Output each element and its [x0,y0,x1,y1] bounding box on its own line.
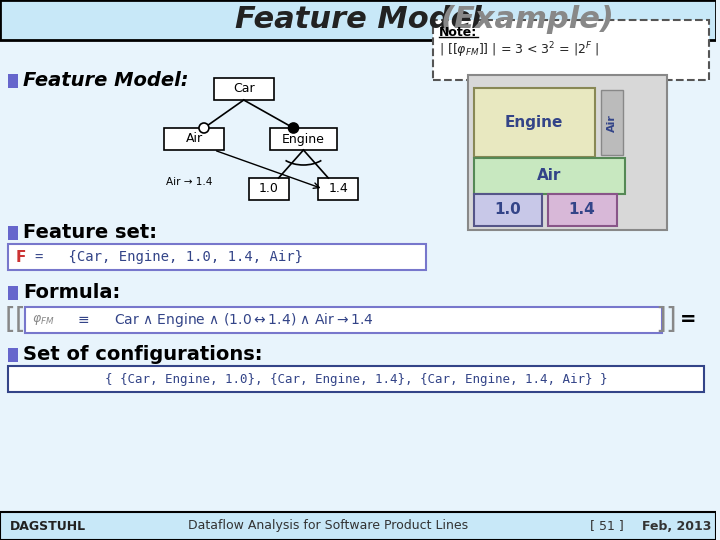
Text: (Example): (Example) [441,5,614,35]
FancyBboxPatch shape [433,20,709,80]
FancyBboxPatch shape [467,75,667,230]
Circle shape [289,123,299,133]
FancyBboxPatch shape [8,286,18,300]
FancyBboxPatch shape [474,158,625,194]
Text: $\equiv$     Car $\wedge$ Engine $\wedge$ (1.0$\leftrightarrow$1.4) $\wedge$ Air: $\equiv$ Car $\wedge$ Engine $\wedge$ (1… [75,311,374,329]
FancyBboxPatch shape [164,128,224,150]
FancyBboxPatch shape [548,194,617,226]
Text: =   {Car, Engine, 1.0, 1.4, Air}: = {Car, Engine, 1.0, 1.4, Air} [35,250,303,264]
Text: =: = [680,310,696,329]
FancyBboxPatch shape [8,74,18,88]
Text: $\varphi_{FM}$: $\varphi_{FM}$ [32,313,55,327]
FancyBboxPatch shape [269,128,337,150]
FancyBboxPatch shape [25,307,662,333]
FancyBboxPatch shape [8,244,426,270]
Text: $\bf{F}$: $\bf{F}$ [15,249,26,265]
Circle shape [199,123,209,133]
Text: Dataflow Analysis for Software Product Lines: Dataflow Analysis for Software Product L… [188,519,469,532]
Text: Feature set:: Feature set: [23,224,157,242]
Text: DAGSTUHL: DAGSTUHL [10,519,86,532]
FancyBboxPatch shape [474,88,595,157]
FancyBboxPatch shape [8,226,18,240]
Text: Note:: Note: [438,26,477,39]
Text: 1.4: 1.4 [328,183,348,195]
FancyBboxPatch shape [0,512,716,540]
Text: 1.0: 1.0 [494,202,521,218]
FancyBboxPatch shape [214,78,274,100]
Text: Feature Model:: Feature Model: [23,71,189,91]
FancyBboxPatch shape [248,178,289,200]
Text: Car: Car [233,83,255,96]
Text: Feature Model: Feature Model [235,5,482,35]
FancyBboxPatch shape [0,0,716,40]
Text: | [[$\varphi_{FM}$]] | = 3 < 3$^2$ = |2$^F$ |: | [[$\varphi_{FM}$]] | = 3 < 3$^2$ = |2$… [438,40,599,60]
Text: ]]: ]] [654,306,677,334]
Text: { {Car, Engine, 1.0}, {Car, Engine, 1.4}, {Car, Engine, 1.4, Air} }: { {Car, Engine, 1.0}, {Car, Engine, 1.4}… [105,373,608,386]
Text: Formula:: Formula: [23,284,120,302]
Text: [[: [[ [5,306,27,334]
FancyBboxPatch shape [474,194,542,226]
Text: Set of configurations:: Set of configurations: [23,346,262,365]
Text: Engine: Engine [505,116,564,131]
Text: Engine: Engine [282,132,325,145]
Text: Feb, 2013: Feb, 2013 [642,519,711,532]
Text: Air → 1.4: Air → 1.4 [166,177,212,187]
Text: [ 51 ]: [ 51 ] [590,519,624,532]
FancyBboxPatch shape [8,348,18,362]
FancyBboxPatch shape [318,178,358,200]
FancyBboxPatch shape [8,366,704,392]
Text: 1.0: 1.0 [258,183,279,195]
Text: Air: Air [537,168,562,184]
FancyBboxPatch shape [601,90,623,155]
Text: Air: Air [186,132,202,145]
Text: 1.4: 1.4 [569,202,595,218]
Text: Air: Air [607,114,617,132]
